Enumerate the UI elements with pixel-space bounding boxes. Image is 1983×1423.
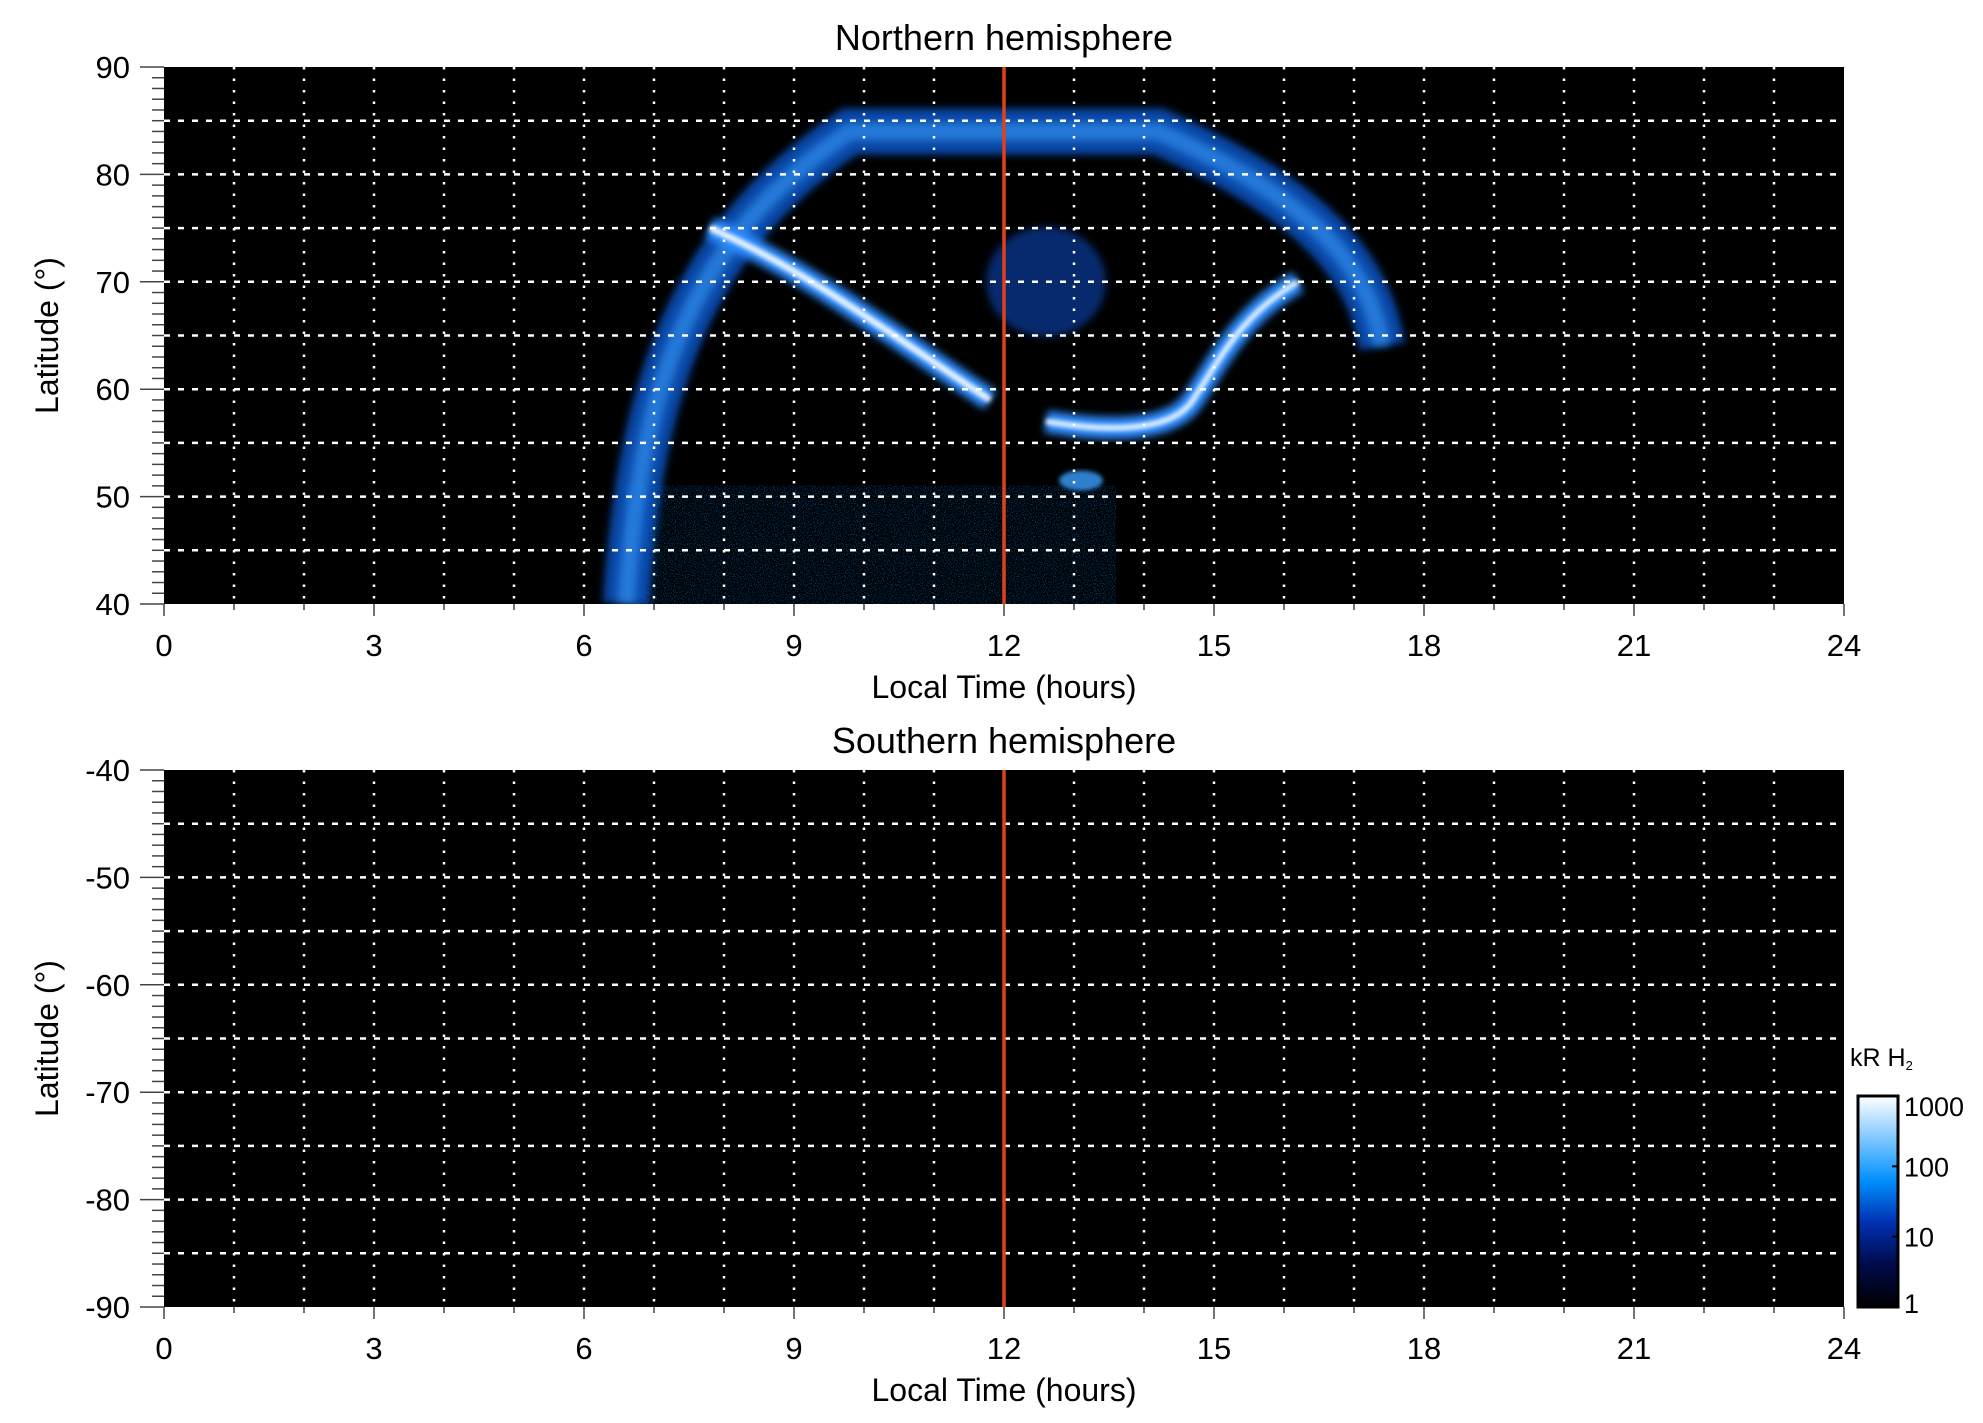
northern-panel: 0 3 6 9 12 15 18 21 24 40 50 60 70 80 90 Northern hemis… xyxy=(29,17,1861,705)
x-tick-label: 9 xyxy=(785,1331,802,1366)
colorbar-tick-label: 1000 xyxy=(1904,1092,1964,1122)
x-tick-label: 15 xyxy=(1197,628,1231,663)
x-tick-label: 9 xyxy=(785,628,802,663)
colorbar-label-main: kR H xyxy=(1850,1044,1906,1072)
x-axis-label: Local Time (hours) xyxy=(872,1372,1137,1408)
y-tick-label: -40 xyxy=(85,753,130,788)
emission-afternoon xyxy=(1045,279,1300,431)
x-tick-label: 3 xyxy=(365,1331,382,1366)
x-tick-label: 0 xyxy=(155,628,172,663)
x-tick-label: 12 xyxy=(987,628,1021,663)
colorbar-label: kR H2 xyxy=(1850,1044,1913,1073)
y-tick-label: -90 xyxy=(85,1290,130,1325)
chart-title: Northern hemisphere xyxy=(835,17,1173,58)
x-tick-label: 3 xyxy=(365,628,382,663)
x-tick-label: 0 xyxy=(155,1331,172,1366)
y-axis-label: Latitude (°) xyxy=(29,257,65,414)
colorbar: kR H2 1 10 100 1000 xyxy=(1850,1044,1964,1319)
y-tick-label: -80 xyxy=(85,1183,130,1218)
x-tick-label: 21 xyxy=(1617,628,1651,663)
y-tick-label: 90 xyxy=(96,50,130,85)
x-axis-label: Local Time (hours) xyxy=(872,669,1137,705)
colorbar-label-subscript: 2 xyxy=(1906,1058,1913,1073)
emission-oval-core xyxy=(617,122,1391,604)
y-tick-label: 40 xyxy=(96,587,130,622)
southern-panel: 0 3 6 9 12 15 18 21 24 -90 -80 -70 -60 -50 -40 Southern… xyxy=(29,720,1861,1408)
colorbar-tick-label: 1 xyxy=(1904,1289,1919,1319)
emission-noise xyxy=(626,485,1116,604)
x-tick-label: 18 xyxy=(1407,1331,1441,1366)
y-tick-label: 60 xyxy=(96,372,130,407)
y-tick-label: 70 xyxy=(96,265,130,300)
x-tick-label: 15 xyxy=(1197,1331,1231,1366)
x-tick-label: 6 xyxy=(575,1331,592,1366)
colorbar-gradient xyxy=(1856,1094,1900,1309)
y-tick-label: 50 xyxy=(96,480,130,515)
x-tick-label: 21 xyxy=(1617,1331,1651,1366)
emission-layer xyxy=(603,108,1405,604)
chart-title: Southern hemisphere xyxy=(832,720,1176,761)
y-tick-label: -50 xyxy=(85,860,130,895)
emission-patch xyxy=(1059,470,1103,491)
y-tick-label: -70 xyxy=(85,1075,130,1110)
x-tick-label: 12 xyxy=(987,1331,1021,1366)
emission-streak xyxy=(708,224,992,403)
colorbar-tick-label: 10 xyxy=(1904,1223,1934,1253)
x-tick-label: 18 xyxy=(1407,628,1441,663)
x-tick-label: 24 xyxy=(1827,628,1861,663)
y-tick-label: 80 xyxy=(96,157,130,192)
y-axis-label: Latitude (°) xyxy=(29,960,65,1117)
y-tick-label: -60 xyxy=(85,968,130,1003)
colorbar-tick-label: 100 xyxy=(1904,1152,1949,1182)
x-tick-label: 6 xyxy=(575,628,592,663)
x-tick-label: 24 xyxy=(1827,1331,1861,1366)
